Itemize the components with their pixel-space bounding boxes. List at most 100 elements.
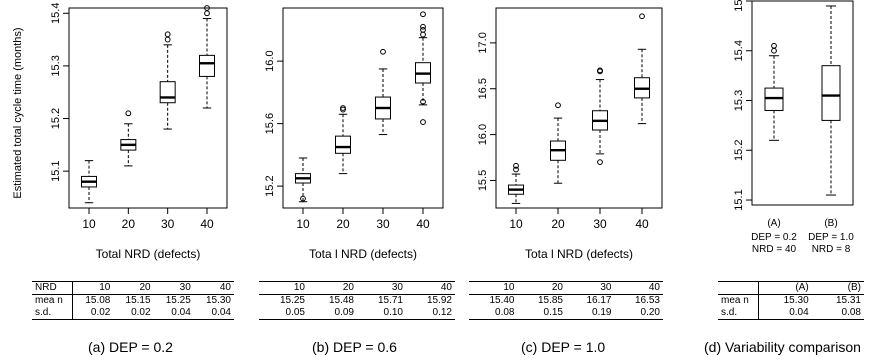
table-cell: 15.15 xyxy=(125,295,151,306)
y-tick-label: 17.0 xyxy=(477,32,489,53)
table-cell: 0.15 xyxy=(517,307,566,320)
y-tick-label: 15.2 xyxy=(264,175,276,196)
y-axis-label: Estimated total cycle time (months) xyxy=(12,27,24,198)
y-tick-label: 16.5 xyxy=(477,78,489,99)
outlier-point xyxy=(597,67,603,74)
outlier-point xyxy=(420,119,426,125)
category-note: DEP = 1.0 xyxy=(808,232,854,243)
table-header-cell: 40 xyxy=(406,281,455,295)
x-tick-label: 40 xyxy=(416,217,430,231)
box xyxy=(821,65,841,121)
category-note: NRD = 40 xyxy=(752,244,797,255)
table-header-label xyxy=(718,281,759,295)
y-tick-label: 16.0 xyxy=(477,124,489,145)
x-tick-label: 20 xyxy=(551,217,565,231)
y-tick-label: 15.1 xyxy=(733,189,745,210)
outlier-point xyxy=(300,195,306,202)
table-cell: 0.02 xyxy=(72,307,114,320)
table-cell: 0.12 xyxy=(406,307,455,320)
caption-b: (b) DEP = 0.6 xyxy=(312,339,397,355)
table-header-cell: 10 xyxy=(72,281,114,295)
y-tick-label: 15.5 xyxy=(733,0,745,12)
table-header-cell: (B) xyxy=(811,281,864,295)
outlier-point xyxy=(639,13,645,20)
summary-table-c: 10 20 30 40 15.40 15.85 16.17 16.53 0.08… xyxy=(469,281,663,320)
table-cell: 15.48 xyxy=(328,295,354,306)
x-tick-label: 30 xyxy=(376,217,390,231)
table-cell: 15.08 xyxy=(85,295,111,306)
x-tick-label: 10 xyxy=(509,217,523,231)
outlier-point xyxy=(125,110,132,117)
table-cell: 0.19 xyxy=(566,307,615,320)
outlier-point xyxy=(597,159,603,166)
plot-frame xyxy=(495,7,663,209)
x-tick-label: 10 xyxy=(82,217,96,231)
summary-table-b: 10 20 30 40 15.25 15.48 15.71 15.92 0.05… xyxy=(259,281,455,320)
table-header-cell: (A) xyxy=(758,281,812,295)
table-cell: 0.08 xyxy=(469,307,518,320)
table-header-cell: 40 xyxy=(193,281,234,295)
x-axis-label: Total NRD (defects) xyxy=(96,247,201,261)
table-cell: 15.31 xyxy=(835,295,861,306)
table-cell: 0.04 xyxy=(758,307,812,320)
plot-frame xyxy=(68,7,228,209)
table-row-label: mea n xyxy=(718,294,759,307)
x-tick-label: 20 xyxy=(336,217,350,231)
x-tick-label: 40 xyxy=(635,217,649,231)
x-axis-label: Tota l NRD (defects) xyxy=(309,247,417,261)
table-cell: 0.04 xyxy=(153,307,194,320)
x-tick-label: 10 xyxy=(296,217,310,231)
x-tick-label: 40 xyxy=(200,217,214,231)
y-tick-label: 15.4 xyxy=(733,40,745,61)
outlier-point xyxy=(164,31,171,38)
x-tick-label: 20 xyxy=(122,217,136,231)
y-tick-label: 16.0 xyxy=(264,50,276,71)
outlier-point xyxy=(380,48,386,55)
caption-c: (c) DEP = 1.0 xyxy=(521,339,606,355)
table-header-cell: 20 xyxy=(308,281,357,295)
outlier-point xyxy=(204,10,210,17)
y-tick-label: 15.6 xyxy=(264,113,276,134)
outlier-point xyxy=(555,102,561,109)
box xyxy=(764,87,784,111)
category-note: DEP = 0.2 xyxy=(751,232,797,243)
table-header-label: NRD xyxy=(32,281,73,295)
table-cell: 15.71 xyxy=(377,295,403,306)
table-header-cell: 30 xyxy=(566,281,615,295)
table-header-cell: 40 xyxy=(614,281,663,295)
table-cell: 0.08 xyxy=(811,307,864,320)
table-cell: 15.30 xyxy=(205,295,231,306)
box xyxy=(159,81,176,104)
plot-frame xyxy=(282,7,444,209)
y-tick-label: 15.2 xyxy=(733,140,745,161)
table-cell: 0.04 xyxy=(193,307,234,320)
table-cell: 16.53 xyxy=(634,295,660,306)
table-cell: 15.40 xyxy=(489,295,515,306)
y-tick-label: 15.3 xyxy=(50,55,62,76)
y-tick-label: 15.3 xyxy=(733,90,745,111)
outlier-point xyxy=(420,26,426,33)
table-cell: 16.17 xyxy=(586,295,612,306)
table-cell: 0.05 xyxy=(259,307,308,320)
y-tick-label: 15.4 xyxy=(50,3,62,24)
summary-table-d: (A) (B) mea n 15.30 15.31 s.d. 0.04 0.08 xyxy=(718,281,864,320)
table-row-label: mea n xyxy=(32,294,73,307)
x-tick-label: (B) xyxy=(824,218,837,229)
table-header-cell: 30 xyxy=(357,281,406,295)
caption-d: (d) Variability comparison xyxy=(704,339,861,355)
category-note: NRD = 8 xyxy=(812,244,851,255)
outlier-point xyxy=(164,36,171,43)
table-header-cell: 30 xyxy=(153,281,194,295)
table-header-cell: 20 xyxy=(517,281,566,295)
outlier-point xyxy=(771,42,777,49)
outlier-point xyxy=(420,11,426,18)
summary-table-a: NRD 10 20 30 40 mea n 15.08 15.15 15.25 … xyxy=(32,281,234,320)
box xyxy=(335,135,351,154)
table-cell: 0.09 xyxy=(308,307,357,320)
box xyxy=(199,54,215,77)
caption-a: (a) DEP = 0.2 xyxy=(88,339,173,355)
outlier-point xyxy=(513,166,519,173)
x-axis-label: Tota l NRD (defects) xyxy=(525,247,633,261)
boxplot-figure: Estimated total cycle time (months) 15.1 1… xyxy=(12,0,854,261)
table-row-label: s.d. xyxy=(718,307,759,320)
